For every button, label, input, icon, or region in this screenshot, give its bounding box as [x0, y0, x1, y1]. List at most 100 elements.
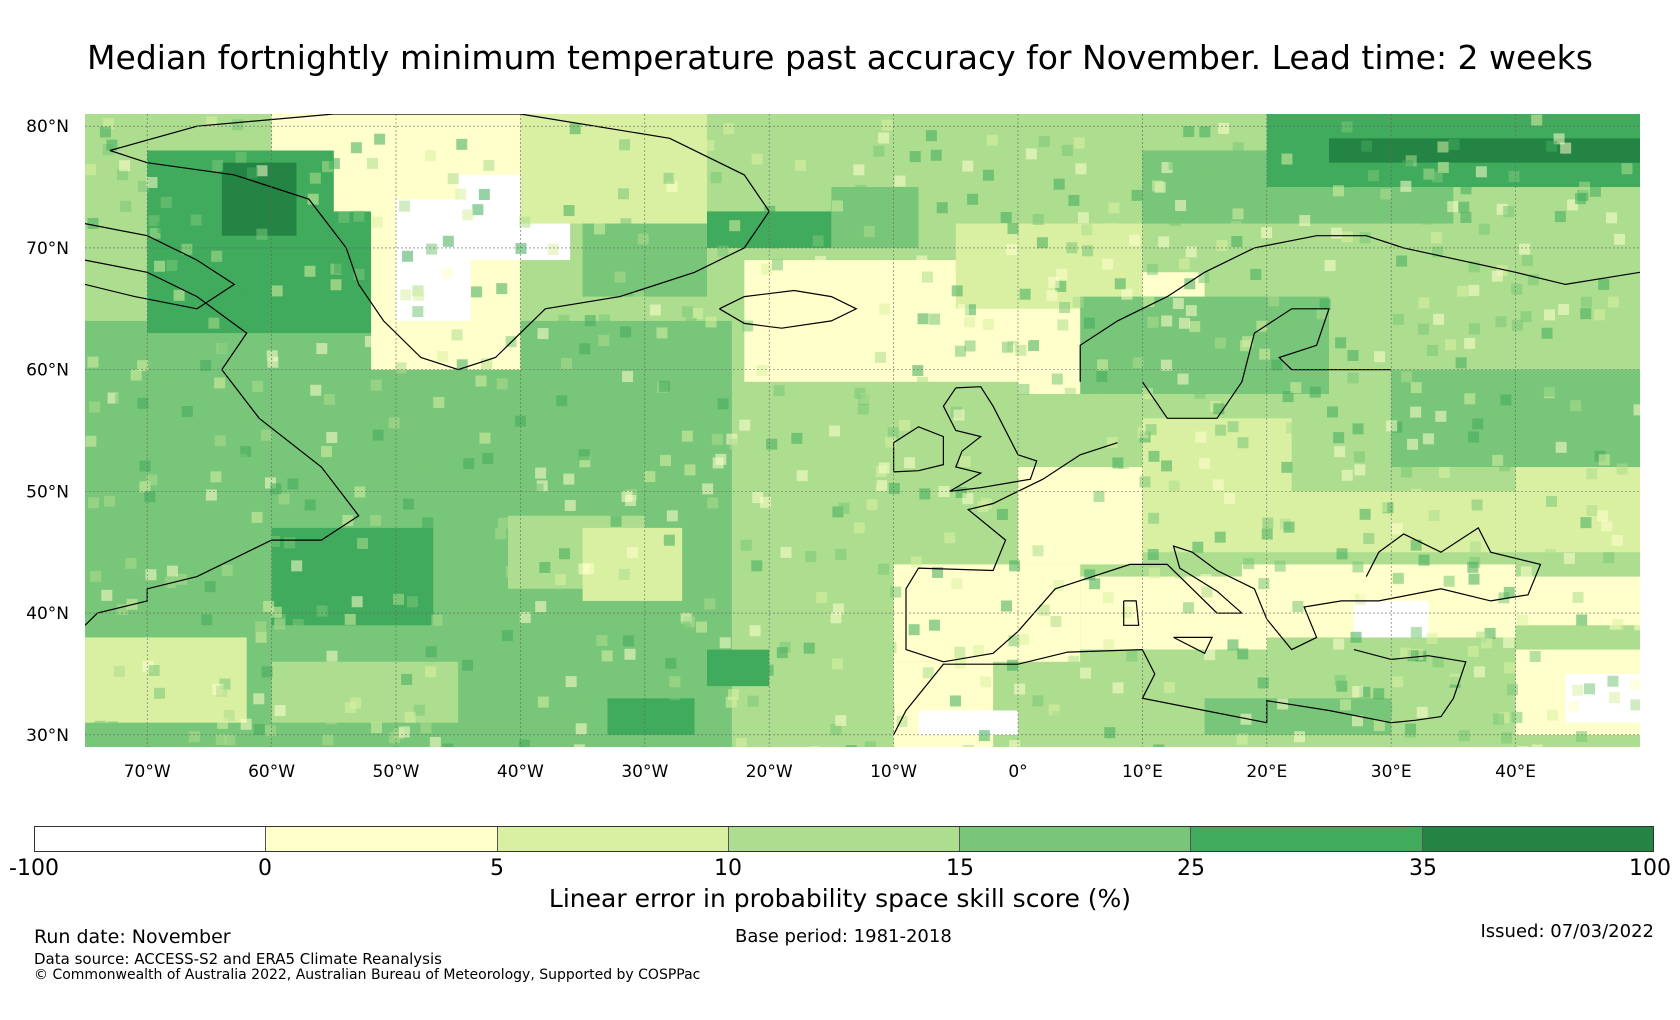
- coastline: [1141, 308, 1392, 419]
- skill-cell: [1009, 740, 1021, 747]
- skill-cell: [681, 430, 693, 442]
- skill-cell: [1018, 330, 1030, 342]
- skill-cell: [271, 285, 283, 297]
- skill-cell: [99, 126, 111, 138]
- skill-region: [1565, 673, 1640, 723]
- skill-cell: [1046, 290, 1058, 302]
- skill-cell: [821, 414, 833, 426]
- skill-cell: [1340, 669, 1352, 681]
- skill-cell: [904, 457, 916, 469]
- skill-cell: [1189, 321, 1201, 333]
- skill-cell: [268, 535, 280, 547]
- skill-cell: [407, 373, 419, 385]
- skill-cell: [425, 666, 437, 678]
- skill-cell: [855, 184, 867, 196]
- skill-cell: [212, 160, 224, 172]
- skill-cell: [120, 200, 132, 212]
- skill-cell: [535, 467, 547, 479]
- skill-cell: [1169, 551, 1181, 563]
- skill-cell: [717, 245, 729, 257]
- skill-cell: [951, 578, 963, 590]
- skill-cell: [156, 582, 168, 594]
- skill-cell: [1608, 510, 1620, 522]
- skill-region: [607, 698, 695, 735]
- coastline: [109, 114, 770, 371]
- skill-cell: [1194, 387, 1206, 399]
- skill-cell: [470, 286, 482, 298]
- skill-cell: [1168, 480, 1180, 492]
- skill-cell: [1316, 308, 1328, 320]
- skill-cell: [245, 289, 257, 301]
- skill-cell: [210, 471, 222, 483]
- skill-cell: [236, 453, 248, 465]
- skill-cell: [326, 650, 338, 662]
- latitude-label: 80°N: [26, 117, 69, 137]
- skill-cell: [270, 483, 282, 495]
- skill-cell: [322, 161, 334, 173]
- skill-cell: [472, 204, 484, 216]
- skill-cell: [1509, 432, 1521, 444]
- skill-cell: [1114, 278, 1126, 290]
- longitude-label: 20°W: [746, 762, 793, 782]
- skill-cell: [463, 458, 475, 470]
- skill-cell: [316, 490, 328, 502]
- skill-cell: [1631, 723, 1640, 735]
- skill-cell: [1059, 301, 1071, 313]
- skill-cell: [1503, 662, 1515, 674]
- skill-cell: [291, 560, 303, 572]
- skill-cell: [1271, 359, 1283, 371]
- skill-cell: [1630, 679, 1640, 691]
- skill-cell: [878, 462, 890, 474]
- skill-cell: [1475, 631, 1487, 643]
- skill-cell: [431, 614, 443, 626]
- skill-cell: [1218, 122, 1230, 134]
- skill-cell: [1148, 567, 1160, 579]
- skill-cell: [1572, 684, 1584, 696]
- data-source: Data source: ACCESS-S2 and ERA5 Climate …: [34, 950, 442, 968]
- skill-cell: [1190, 233, 1202, 245]
- skill-cell: [402, 250, 414, 262]
- skill-cell: [679, 621, 691, 633]
- skill-cell: [1612, 618, 1624, 630]
- skill-cell: [148, 215, 160, 227]
- skill-cell: [1056, 268, 1068, 280]
- skill-cell: [400, 289, 412, 301]
- skill-cell: [563, 205, 575, 217]
- skill-cell: [692, 308, 704, 320]
- skill-cell: [1231, 235, 1243, 247]
- skill-cell: [1437, 141, 1449, 153]
- skill-cell: [244, 415, 256, 427]
- base-period: Base period: 1981-2018: [735, 926, 952, 947]
- skill-cell: [263, 600, 275, 612]
- colorbar-tick: -100: [9, 856, 59, 881]
- skill-cell: [1607, 675, 1619, 687]
- skill-cell: [666, 510, 678, 522]
- skill-cell: [157, 221, 169, 233]
- skill-cell: [637, 233, 649, 245]
- skill-cell: [1106, 223, 1118, 235]
- skill-cell: [371, 216, 383, 228]
- skill-cell: [344, 702, 356, 714]
- skill-cell: [1008, 635, 1020, 647]
- skill-cell: [1554, 211, 1566, 223]
- skill-cell: [1564, 722, 1576, 734]
- skill-cell: [332, 600, 344, 612]
- longitude-label: 50°W: [373, 762, 420, 782]
- skill-cell: [1014, 683, 1026, 695]
- skill-cell: [1430, 232, 1442, 244]
- skill-cell: [1547, 709, 1559, 721]
- skill-cell: [1544, 549, 1556, 561]
- skill-cell: [816, 592, 828, 604]
- skill-cell: [1073, 137, 1085, 149]
- skill-cell: [223, 603, 235, 615]
- skill-cell: [773, 385, 785, 397]
- skill-cell: [219, 678, 231, 690]
- skill-cell: [320, 446, 332, 458]
- skill-cell: [1392, 313, 1404, 325]
- skill-cell: [116, 169, 128, 181]
- skill-cell: [729, 438, 741, 450]
- skill-cell: [518, 739, 530, 747]
- skill-cell: [1104, 727, 1116, 739]
- skill-cell: [325, 713, 337, 725]
- skill-cell: [1118, 704, 1130, 716]
